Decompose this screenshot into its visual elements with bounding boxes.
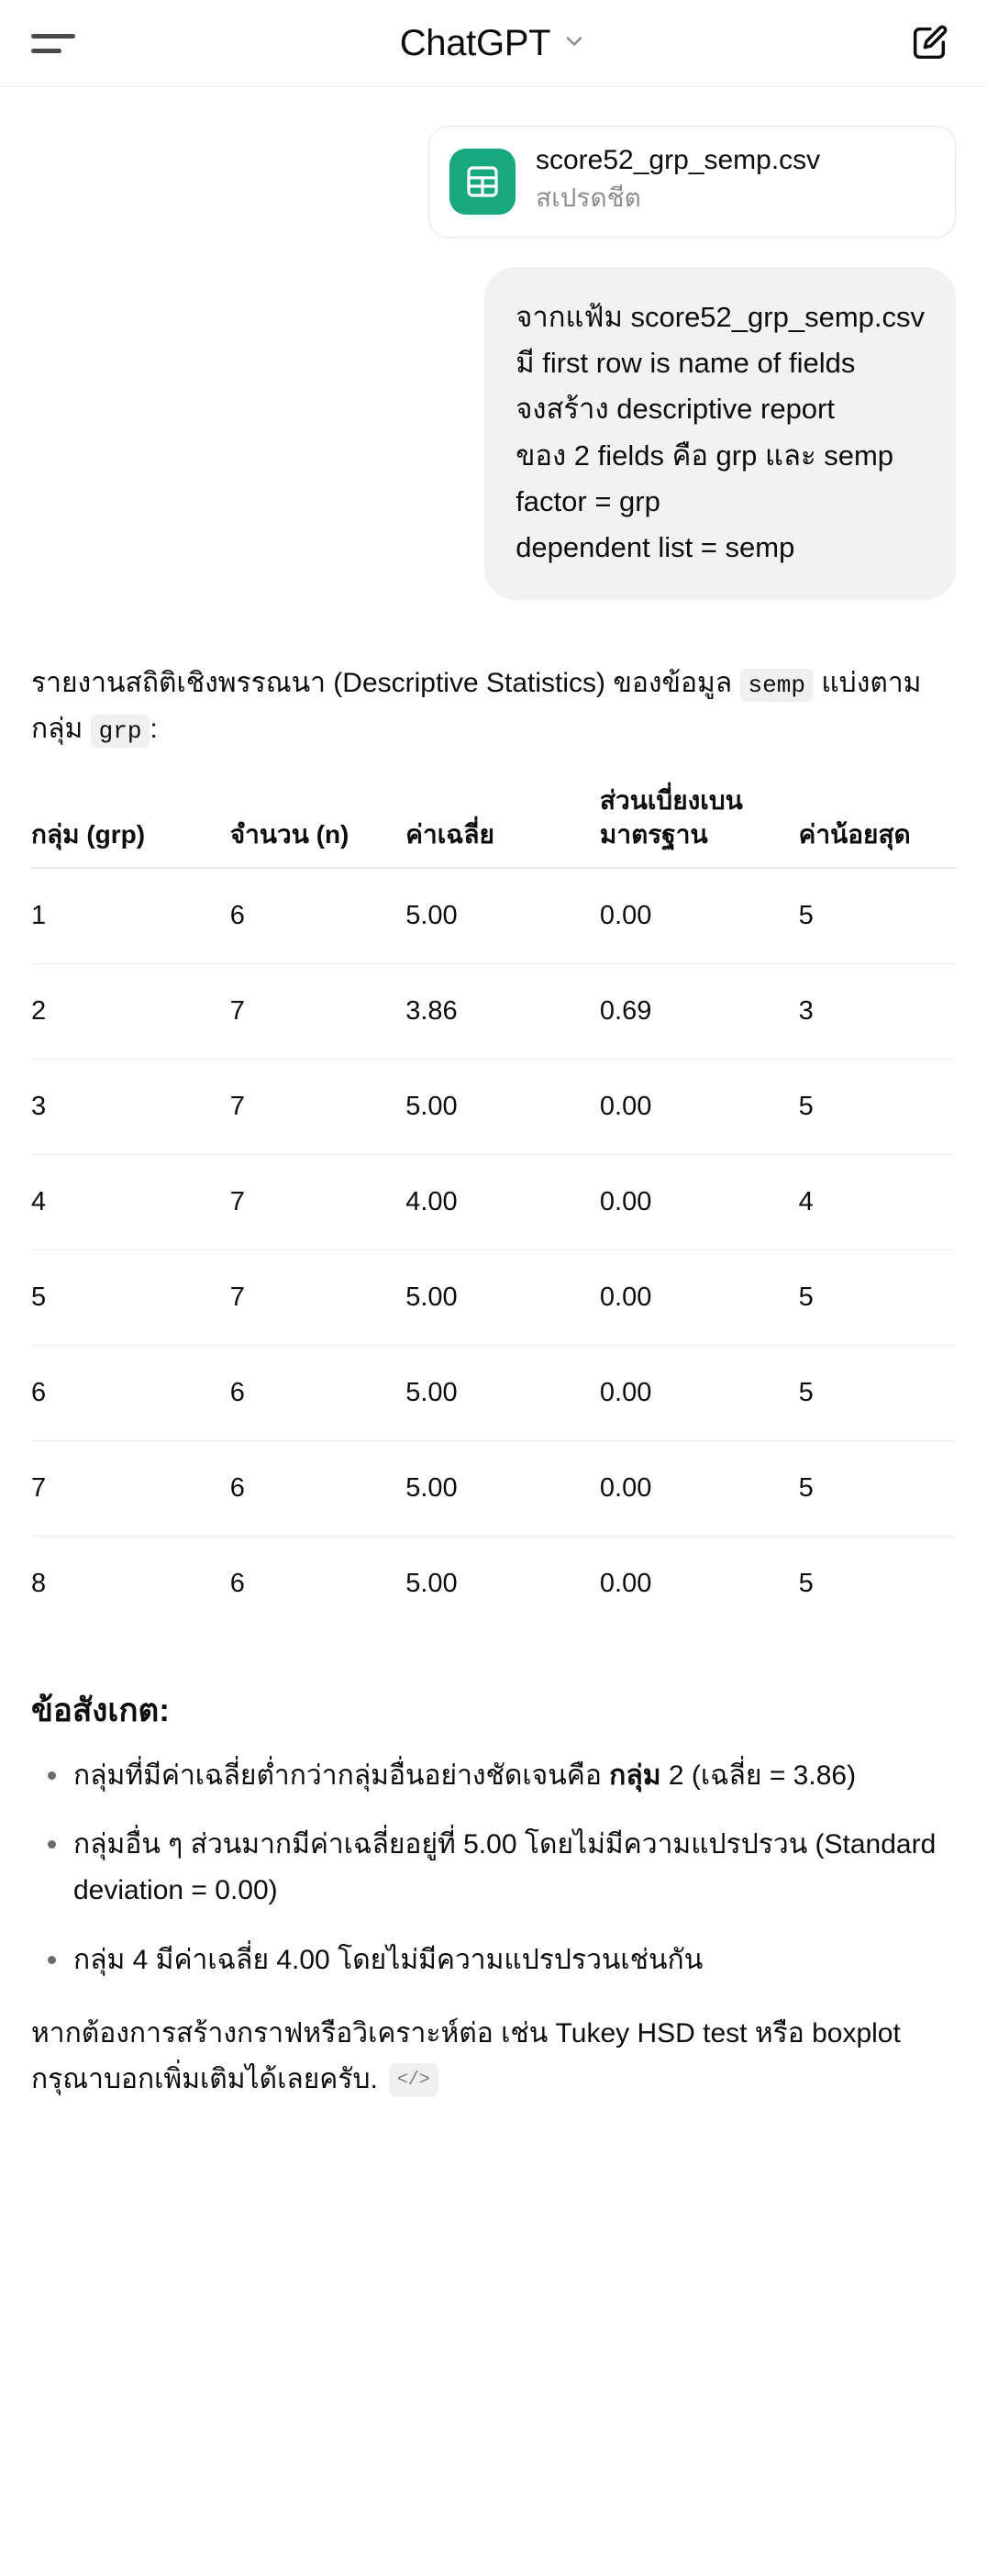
column-header-sd: ส่วนเบี่ยงเบนมาตรฐาน — [599, 783, 799, 869]
column-header-n: จำนวน (n) — [229, 783, 406, 869]
cell-n: 6 — [229, 867, 406, 964]
file-name: score52_grp_semp.csv — [536, 145, 821, 175]
intro-text-part2: แบ่งตามกลุ่ม — [31, 668, 922, 745]
closing-paragraph: หากต้องการสร้างกราฟหรือวิเคราะห์ต่อ เช่น… — [31, 2011, 956, 2103]
cell-mean: 3.86 — [405, 963, 600, 1060]
cell-min: 3 — [798, 963, 956, 1060]
cell-min: 5 — [798, 1249, 956, 1346]
spreadsheet-icon — [449, 149, 516, 215]
cell-grp: 6 — [31, 1345, 230, 1441]
assistant-message-turn: รายงานสถิติเชิงพรรณนา (Descriptive Stati… — [31, 661, 956, 2102]
hamburger-bar-bottom — [31, 48, 61, 53]
cell-sd: 0.00 — [599, 1440, 799, 1537]
descriptive-statistics-table: กลุ่ม (grp) จำนวน (n) ค่าเฉลี่ย ส่วนเบี่… — [31, 783, 956, 1631]
cell-mean: 5.00 — [405, 1249, 600, 1346]
table-row: 6 6 5.00 0.00 5 — [31, 1345, 956, 1441]
observations-title: ข้อสังเกต: — [31, 1692, 170, 1728]
cell-min: 5 — [798, 1568, 814, 1598]
cell-min: 5 — [798, 1059, 956, 1155]
cell-n: 6 — [229, 1345, 406, 1441]
table-row: 4 7 4.00 0.00 4 — [31, 1154, 956, 1250]
cell-mean: 5.00 — [405, 1059, 600, 1155]
user-message-turn: score52_grp_semp.csv สเปรดชีต จากแฟ้ม sc… — [31, 87, 956, 601]
cell-min: 5 — [798, 1440, 956, 1537]
cell-n: 7 — [229, 1249, 406, 1346]
obs-text-bold: กลุ่ม — [609, 1760, 661, 1791]
cell-sd: 0.00 — [599, 1154, 799, 1250]
cell-n: 6 — [229, 1568, 245, 1598]
table-row: 8 6 5.00 0.00 5 — [31, 1536, 956, 1630]
cell-grp: 2 — [31, 963, 230, 1060]
cell-min: 4 — [798, 1154, 956, 1250]
user-message-bubble: จากแฟ้ม score52_grp_semp.csv มี first ro… — [484, 267, 956, 601]
cell-min: 5 — [798, 867, 956, 964]
table-row: 1 6 5.00 0.00 5 — [31, 867, 956, 964]
cell-mean: 5.00 — [405, 1345, 600, 1441]
table-row: 2 7 3.86 0.69 3 — [31, 963, 956, 1060]
table-row: 3 7 5.00 0.00 5 — [31, 1059, 956, 1155]
list-item: กลุ่ม 4 มีค่าเฉลี่ย 4.00 โดยไม่มีความแปร… — [31, 1938, 956, 1983]
table-header: กลุ่ม (grp) จำนวน (n) ค่าเฉลี่ย ส่วนเบี่… — [31, 783, 956, 869]
column-header-min: ค่าน้อยสุด — [798, 783, 956, 869]
cell-n: 7 — [229, 963, 406, 1060]
compose-new-chat-icon[interactable] — [903, 17, 956, 70]
page-title: ChatGPT — [399, 22, 551, 63]
cell-grp: 7 — [31, 1440, 230, 1537]
cell-mean: 5.00 — [405, 1440, 600, 1537]
closing-text: หากต้องการสร้างกราฟหรือวิเคราะห์ต่อ เช่น… — [31, 2017, 901, 2094]
assistant-intro-paragraph: รายงานสถิติเชิงพรรณนา (Descriptive Stati… — [31, 661, 956, 752]
cell-sd: 0.00 — [599, 1059, 799, 1155]
cell-sd: 0.00 — [599, 1568, 652, 1598]
list-item: กลุ่มอื่น ๆ ส่วนมากมีค่าเฉลี่ยอยู่ที่ 5.… — [31, 1822, 956, 1914]
app-header: ChatGPT — [0, 0, 987, 87]
cell-mean: 5.00 — [405, 867, 600, 964]
cell-grp: 1 — [31, 867, 230, 964]
cell-mean: 4.00 — [405, 1154, 600, 1250]
table-row: 5 7 5.00 0.00 5 — [31, 1249, 956, 1346]
table-header-row: กลุ่ม (grp) จำนวน (n) ค่าเฉลี่ย ส่วนเบี่… — [31, 783, 956, 869]
cell-sd: 0.00 — [599, 867, 799, 964]
conversation: score52_grp_semp.csv สเปรดชีต จากแฟ้ม sc… — [0, 87, 987, 2102]
list-item: กลุ่มที่มีค่าเฉลี่ยต่ำกว่ากลุ่มอื่นอย่าง… — [31, 1753, 956, 1799]
observations-list: กลุ่มที่มีค่าเฉลี่ยต่ำกว่ากลุ่มอื่นอย่าง… — [31, 1753, 956, 1983]
obs-text-before: กลุ่มที่มีค่าเฉลี่ยต่ำกว่ากลุ่มอื่นอย่าง… — [73, 1760, 610, 1791]
hamburger-bar-top — [31, 33, 75, 39]
cell-mean: 5.00 — [405, 1568, 458, 1598]
intro-text-part1: รายงานสถิติเชิงพรรณนา (Descriptive Stati… — [31, 668, 733, 699]
hamburger-menu-icon[interactable] — [31, 17, 83, 69]
obs-text-before: กลุ่มอื่น ๆ ส่วนมากมีค่าเฉลี่ยอยู่ที่ 5.… — [73, 1829, 937, 1906]
inline-code-semp: semp — [739, 669, 814, 703]
cell-grp: 4 — [31, 1154, 230, 1250]
file-type: สเปรดชีต — [536, 183, 641, 212]
inline-code-grp: grp — [90, 715, 150, 749]
chevron-down-icon[interactable] — [561, 28, 587, 59]
cell-grp: 3 — [31, 1059, 230, 1155]
cell-n: 7 — [229, 1154, 406, 1250]
cell-n: 7 — [229, 1059, 406, 1155]
cell-sd: 0.69 — [599, 963, 799, 1060]
cell-grp: 8 — [31, 1568, 47, 1598]
obs-text-before: กลุ่ม 4 มีค่าเฉลี่ย 4.00 โดยไม่มีความแปร… — [73, 1945, 704, 1976]
table-body: 1 6 5.00 0.00 5 2 7 3.86 0.69 3 3 7 5.00 — [31, 867, 956, 1631]
intro-text-part3: : — [150, 714, 158, 745]
cell-min: 5 — [798, 1345, 956, 1441]
model-selector[interactable]: ChatGPT — [400, 23, 588, 64]
column-header-grp: กลุ่ม (grp) — [31, 783, 230, 869]
cell-n: 6 — [229, 1440, 406, 1537]
table-row: 7 6 5.00 0.00 5 — [31, 1440, 956, 1537]
file-meta: score52_grp_semp.csv สเปรดชีต — [536, 145, 820, 218]
cell-sd: 0.00 — [599, 1345, 799, 1441]
obs-text-after: 2 (เฉลี่ย = 3.86) — [660, 1760, 857, 1791]
code-view-badge[interactable]: </> — [388, 2063, 438, 2098]
file-attachment-card[interactable]: score52_grp_semp.csv สเปรดชีต — [428, 126, 956, 238]
header-title-wrap: ChatGPT — [0, 23, 987, 64]
column-header-mean: ค่าเฉลี่ย — [405, 783, 600, 869]
cell-grp: 5 — [31, 1249, 230, 1346]
cell-sd: 0.00 — [599, 1249, 799, 1346]
